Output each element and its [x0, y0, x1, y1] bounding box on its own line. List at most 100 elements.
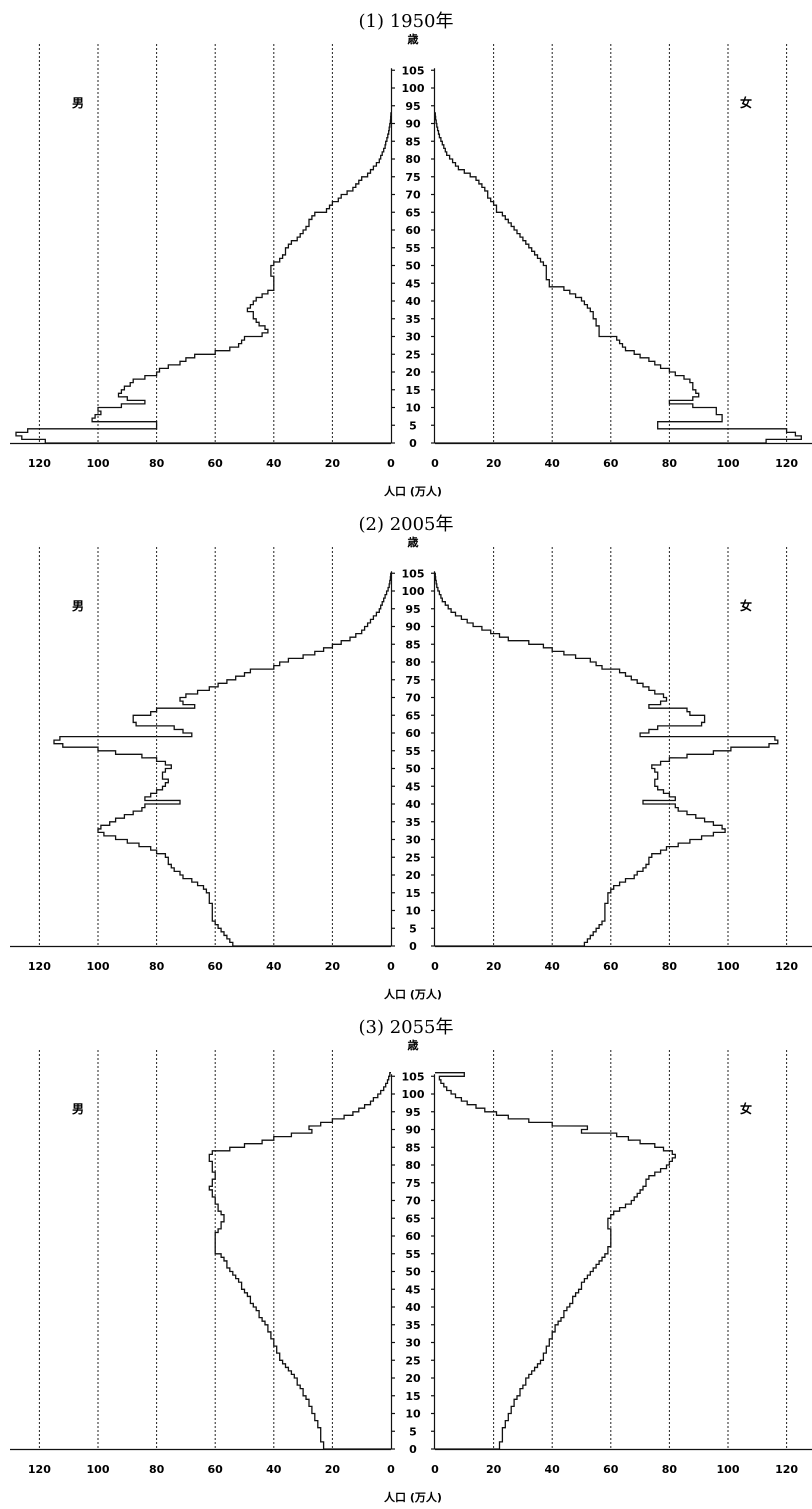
age-tick-label: 20 — [405, 366, 421, 379]
age-tick-label: 0 — [409, 940, 417, 953]
x-tick-label-female: 40 — [545, 960, 561, 973]
x-tick-label-female: 60 — [603, 457, 619, 470]
age-tick-label: 95 — [405, 100, 420, 113]
x-tick-label-male: 80 — [149, 960, 165, 973]
age-tick-label: 80 — [405, 656, 421, 669]
x-tick-label-female: 20 — [486, 457, 502, 470]
x-tick-label-female: 60 — [603, 960, 619, 973]
x-tick-label-male: 120 — [28, 960, 51, 973]
x-tick-label-male: 40 — [266, 457, 282, 470]
age-tick-label: 95 — [405, 1106, 420, 1119]
age-tick-label: 25 — [405, 348, 420, 361]
age-tick-label: 50 — [405, 763, 421, 776]
age-ticks: 0 5 10 15 20 25 30 35 40 45 50 55 60 65 70 75 80 85 90 95 10… — [391, 567, 435, 953]
x-tick-label-female: 120 — [775, 1463, 798, 1476]
age-tick-label: 5 — [409, 922, 417, 935]
male-label: 男 — [72, 599, 84, 613]
age-tick-label: 15 — [405, 384, 420, 397]
x-tick-label-male: 60 — [208, 960, 224, 973]
age-tick-label: 45 — [405, 277, 420, 290]
grid-lines — [38, 547, 788, 946]
age-tick-label: 25 — [405, 851, 420, 864]
x-tick-label-male: 20 — [325, 457, 341, 470]
age-tick-label: 0 — [409, 1443, 417, 1456]
age-unit-label: 歳 — [408, 1038, 419, 1052]
age-tick-label: 15 — [405, 887, 420, 900]
age-tick-label: 55 — [405, 745, 420, 758]
age-tick-label: 40 — [405, 1301, 421, 1314]
x-tick-label-female: 100 — [717, 960, 740, 973]
age-tick-label: 35 — [405, 313, 420, 326]
age-tick-label: 5 — [409, 1425, 417, 1438]
age-tick-label: 0 — [409, 437, 417, 450]
age-tick-label: 100 — [402, 585, 425, 598]
x-tick-label-male: 40 — [266, 1463, 282, 1476]
age-tick-label: 95 — [405, 603, 420, 616]
x-tick-label-male: 40 — [266, 960, 282, 973]
age-tick-label: 75 — [405, 1177, 420, 1190]
x-ticks: 0 0 20 20 40 40 60 60 80 80 100 100 120 120 — [28, 960, 799, 973]
age-tick-label: 65 — [405, 206, 420, 219]
age-tick-label: 60 — [405, 727, 421, 740]
age-tick-label: 85 — [405, 135, 420, 148]
x-tick-label-male: 0 — [387, 960, 395, 973]
x-axis-label: 人口 (万人) — [384, 987, 442, 1001]
age-tick-label: 105 — [402, 64, 425, 77]
age-tick-label: 60 — [405, 1230, 421, 1243]
age-tick-label: 70 — [405, 189, 421, 202]
x-tick-label-female: 40 — [545, 457, 561, 470]
age-tick-label: 105 — [402, 1070, 425, 1083]
x-tick-label-male: 20 — [325, 960, 341, 973]
age-tick-label: 50 — [405, 260, 421, 273]
x-tick-label-female: 0 — [431, 1463, 439, 1476]
x-tick-label-female: 100 — [717, 1463, 740, 1476]
age-tick-label: 20 — [405, 869, 421, 882]
female-label: 女 — [740, 1101, 752, 1116]
female-population-series — [434, 112, 802, 444]
age-tick-label: 35 — [405, 1319, 420, 1332]
male-population-series — [53, 572, 392, 947]
age-ticks: 0 5 10 15 20 25 30 35 40 45 50 55 60 65 70 75 80 85 90 95 10… — [391, 1070, 435, 1456]
x-tick-label-male: 120 — [28, 457, 51, 470]
age-tick-label: 85 — [405, 1141, 420, 1154]
x-tick-label-female: 80 — [662, 960, 678, 973]
x-tick-label-female: 80 — [662, 457, 678, 470]
age-tick-label: 100 — [402, 1088, 425, 1101]
x-tick-label-male: 0 — [387, 457, 395, 470]
x-tick-label-female: 40 — [545, 1463, 561, 1476]
age-tick-label: 70 — [405, 692, 421, 705]
age-tick-label: 20 — [405, 1372, 421, 1385]
x-tick-label-male: 100 — [87, 457, 110, 470]
age-tick-label: 90 — [405, 1124, 421, 1137]
age-tick-label: 80 — [405, 153, 421, 166]
age-tick-label: 15 — [405, 1390, 420, 1403]
chart-title: (2) 2005年 — [358, 514, 453, 535]
age-tick-label: 100 — [402, 82, 425, 95]
x-tick-label-female: 120 — [775, 960, 798, 973]
x-tick-label-male: 120 — [28, 1463, 51, 1476]
age-tick-label: 35 — [405, 816, 420, 829]
male-label: 男 — [72, 96, 84, 110]
age-tick-label: 85 — [405, 638, 420, 651]
age-unit-label: 歳 — [408, 535, 419, 549]
age-tick-label: 50 — [405, 1266, 421, 1279]
age-tick-label: 10 — [405, 905, 421, 918]
age-tick-label: 90 — [405, 118, 421, 131]
x-tick-label-male: 0 — [387, 1463, 395, 1476]
x-tick-label-male: 20 — [325, 1463, 341, 1476]
female-population-series — [434, 572, 779, 947]
age-tick-label: 75 — [405, 171, 420, 184]
male-label: 男 — [72, 1102, 84, 1116]
age-tick-label: 65 — [405, 709, 420, 722]
age-tick-label: 60 — [405, 224, 421, 237]
grid-lines — [38, 1050, 788, 1449]
x-tick-label-female: 0 — [431, 457, 439, 470]
x-tick-label-female: 0 — [431, 960, 439, 973]
x-tick-label-female: 20 — [486, 960, 502, 973]
grid-lines — [38, 44, 788, 443]
age-tick-label: 10 — [405, 402, 421, 415]
x-tick-label-female: 80 — [662, 1463, 678, 1476]
